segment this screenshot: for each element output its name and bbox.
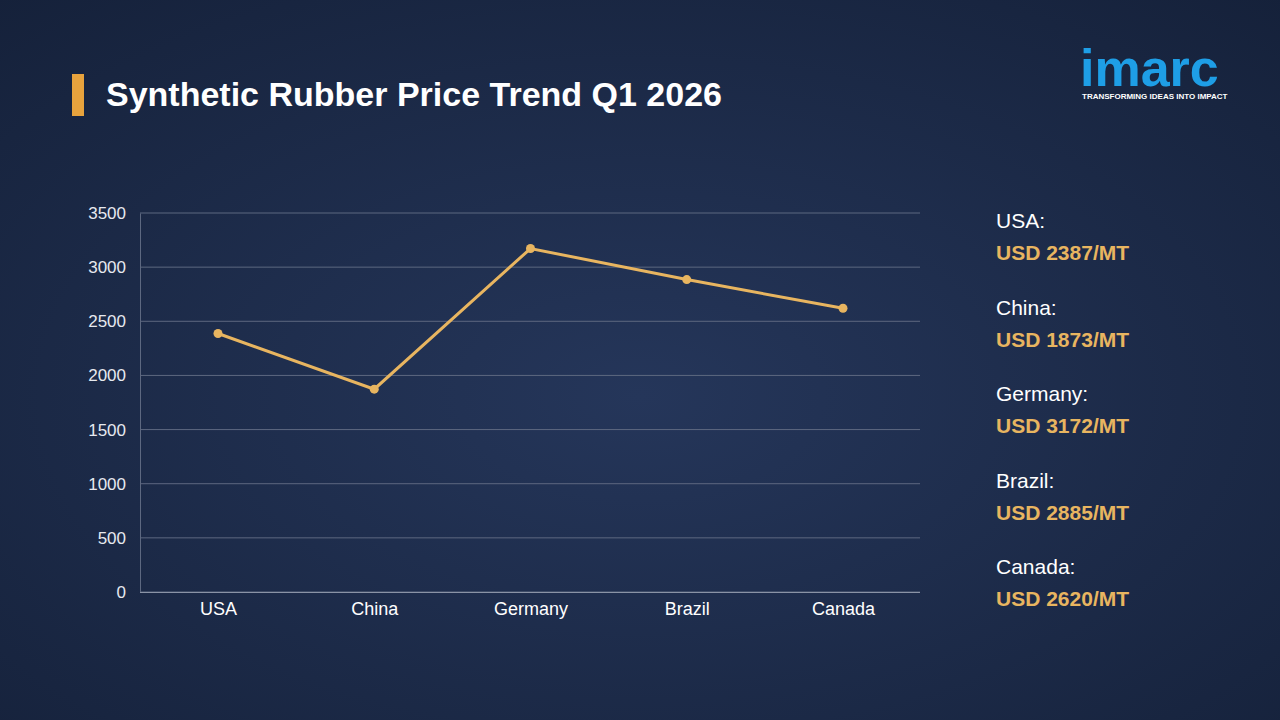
x-tick: Brazil bbox=[665, 592, 710, 619]
y-tick-label: 1000 bbox=[88, 475, 126, 494]
marker bbox=[526, 244, 535, 253]
x-axis-line bbox=[140, 592, 920, 593]
marker bbox=[370, 385, 379, 394]
background bbox=[0, 0, 1280, 720]
y-tick-label: 500 bbox=[98, 529, 126, 548]
y-tick-label: 3500 bbox=[88, 204, 126, 223]
y-axis: 0 500 1000 1500 2000 2500 3000 3500 bbox=[88, 204, 140, 602]
logo-tagline: TRANSFORMING IDEAS INTO IMPACT bbox=[1082, 92, 1228, 101]
x-tick-label: Canada bbox=[812, 599, 876, 619]
grid-line bbox=[140, 321, 920, 322]
marker bbox=[682, 275, 691, 284]
y-tick: 2500 bbox=[88, 312, 140, 331]
side-panel: USA: USD 2387/MT China: USD 1873/MT Germany:… bbox=[996, 209, 1129, 610]
marker bbox=[839, 304, 848, 313]
grid-line bbox=[140, 429, 920, 430]
grid-line bbox=[140, 267, 920, 268]
y-tick: 500 bbox=[98, 529, 140, 548]
marker bbox=[214, 329, 223, 338]
grid bbox=[140, 213, 920, 592]
x-tick: Canada bbox=[812, 592, 876, 619]
y-tick: 1000 bbox=[88, 475, 140, 494]
grid-line bbox=[140, 483, 920, 484]
x-tick: Germany bbox=[494, 592, 568, 619]
y-tick-label: 1500 bbox=[88, 421, 126, 440]
x-tick: USA bbox=[200, 592, 237, 619]
side-value: USD 2387/MT bbox=[996, 241, 1129, 264]
y-tick-label: 2500 bbox=[88, 312, 126, 331]
x-tick-label: USA bbox=[200, 599, 237, 619]
side-value: USD 2620/MT bbox=[996, 587, 1129, 610]
side-label: China: bbox=[996, 296, 1057, 319]
side-label: USA: bbox=[996, 209, 1045, 232]
y-tick: 3500 bbox=[88, 204, 140, 223]
y-tick: 1500 bbox=[88, 421, 140, 440]
side-value: USD 2885/MT bbox=[996, 501, 1129, 524]
y-tick-label: 0 bbox=[117, 583, 126, 602]
y-tick-label: 3000 bbox=[88, 258, 126, 277]
x-tick-label: Brazil bbox=[665, 599, 710, 619]
grid-line bbox=[140, 375, 920, 376]
grid-line bbox=[140, 213, 920, 214]
x-axis: USA China Germany Brazil Canada bbox=[140, 592, 920, 619]
y-tick-label: 2000 bbox=[88, 366, 126, 385]
x-tick-label: China bbox=[351, 599, 399, 619]
x-tick: China bbox=[351, 592, 399, 619]
y-axis-line bbox=[140, 214, 141, 593]
y-tick: 0 bbox=[117, 583, 140, 602]
side-label: Canada: bbox=[996, 555, 1075, 578]
y-tick: 3000 bbox=[88, 258, 140, 277]
grid-line bbox=[140, 537, 920, 538]
side-label: Brazil: bbox=[996, 469, 1054, 492]
y-tick: 2000 bbox=[88, 366, 140, 385]
title-accent bbox=[72, 74, 84, 116]
grid-line bbox=[140, 592, 920, 593]
logo-name: imarc bbox=[1080, 39, 1219, 97]
side-value: USD 1873/MT bbox=[996, 328, 1129, 351]
x-tick-label: Germany bbox=[494, 599, 568, 619]
price-line bbox=[218, 249, 843, 390]
side-value: USD 3172/MT bbox=[996, 414, 1129, 437]
side-label: Germany: bbox=[996, 382, 1088, 405]
title: Synthetic Rubber Price Trend Q1 2026 bbox=[106, 75, 722, 113]
plot-area bbox=[214, 244, 848, 394]
